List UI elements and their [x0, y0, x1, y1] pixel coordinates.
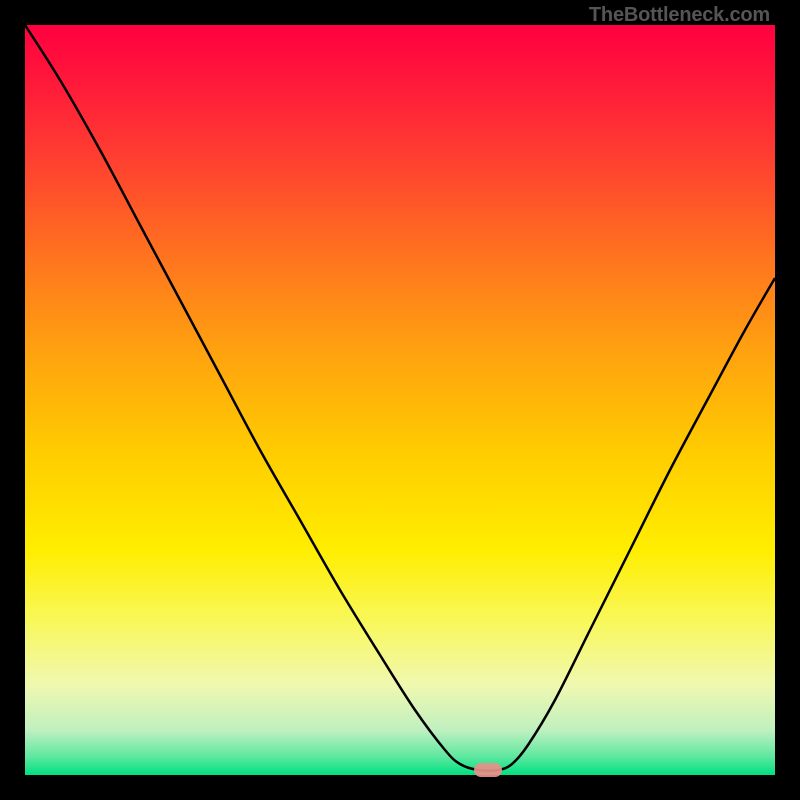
- chart-container: TheBottleneck.com: [0, 0, 800, 800]
- watermark-text: TheBottleneck.com: [589, 4, 770, 27]
- minimum-marker: [474, 763, 502, 777]
- plot-area: [25, 25, 775, 775]
- chart-svg: [0, 0, 800, 800]
